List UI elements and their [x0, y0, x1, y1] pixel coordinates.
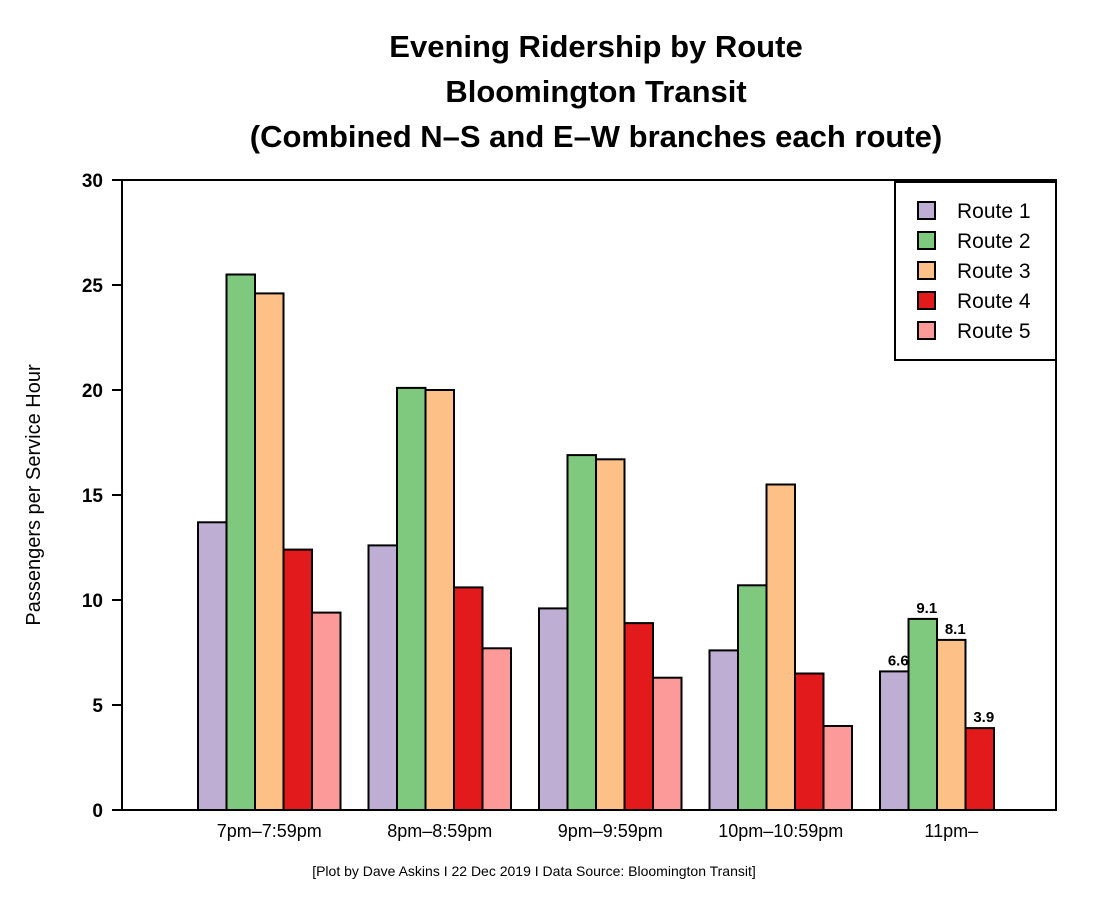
x-tick-label: 7pm–7:59pm	[217, 821, 322, 841]
y-tick-label: 10	[82, 591, 103, 612]
bar	[481, 647, 512, 811]
x-axis: 7pm–7:59pm 8pm–8:59pm 9pm–9:59pm 10pm–10:59…	[217, 821, 978, 841]
data-label: 6.6	[888, 652, 909, 669]
bar	[453, 586, 484, 812]
bar	[367, 544, 398, 812]
bar	[311, 611, 342, 811]
title-line-2: Bloomington Transit	[445, 74, 746, 109]
bar	[396, 386, 427, 811]
legend-swatch	[917, 201, 936, 220]
bar	[879, 670, 910, 812]
x-tick-label: 9pm–9:59pm	[558, 821, 663, 841]
source-caption: [Plot by Dave Askins I 22 Dec 2019 I Dat…	[312, 863, 756, 879]
chart-title: Evening Ridership by Route Bloomington T…	[250, 29, 942, 154]
legend-swatch	[917, 321, 936, 340]
legend-label: Route 5	[957, 320, 1031, 343]
data-labels: 6.6 9.1 8.1 3.9	[888, 600, 994, 726]
bar	[282, 548, 313, 811]
y-tick-label: 30	[82, 171, 103, 192]
legend-swatch	[917, 231, 936, 250]
legend-label: Route 1	[957, 200, 1031, 223]
legend-label: Route 2	[957, 230, 1031, 253]
x-tick-label: 11pm–	[924, 821, 978, 841]
y-tick-label: 0	[92, 801, 103, 822]
bar	[623, 622, 654, 811]
bars	[197, 273, 995, 812]
legend-label: Route 3	[957, 260, 1031, 283]
bar	[765, 483, 796, 811]
x-tick-label: 10pm–10:59pm	[718, 821, 843, 841]
y-tick-label: 20	[82, 381, 103, 402]
bar	[424, 389, 455, 811]
bar	[936, 638, 967, 812]
data-label: 3.9	[973, 709, 994, 726]
y-tick-label: 25	[82, 276, 104, 297]
data-label: 9.1	[916, 600, 937, 617]
legend: Route 1 Route 2 Route 3 Route 4 Route 5	[894, 181, 1057, 361]
bar	[595, 458, 626, 811]
bar	[197, 521, 228, 811]
bar	[737, 584, 768, 811]
bar	[538, 607, 569, 812]
legend-label: Route 4	[957, 290, 1031, 313]
y-axis-label: Passengers per Service Hour	[23, 364, 45, 626]
bar	[225, 273, 256, 811]
x-tick-label: 8pm–8:59pm	[387, 821, 492, 841]
title-line-1: Evening Ridership by Route	[389, 29, 802, 64]
y-tick-label: 5	[92, 696, 103, 717]
legend-swatch	[917, 261, 936, 280]
bar	[794, 672, 825, 811]
y-tick-label: 15	[82, 486, 104, 507]
y-axis: 0 5 10 15 20 25 30	[82, 171, 123, 822]
title-line-3: (Combined N–S and E–W branches each rout…	[250, 119, 942, 154]
bar	[964, 727, 995, 811]
bar	[907, 617, 938, 812]
bar	[566, 454, 597, 811]
bar	[652, 676, 683, 812]
bar	[708, 649, 739, 812]
bar	[822, 725, 853, 811]
data-label: 8.1	[945, 621, 966, 638]
bar	[254, 292, 285, 811]
legend-swatch	[917, 291, 936, 310]
